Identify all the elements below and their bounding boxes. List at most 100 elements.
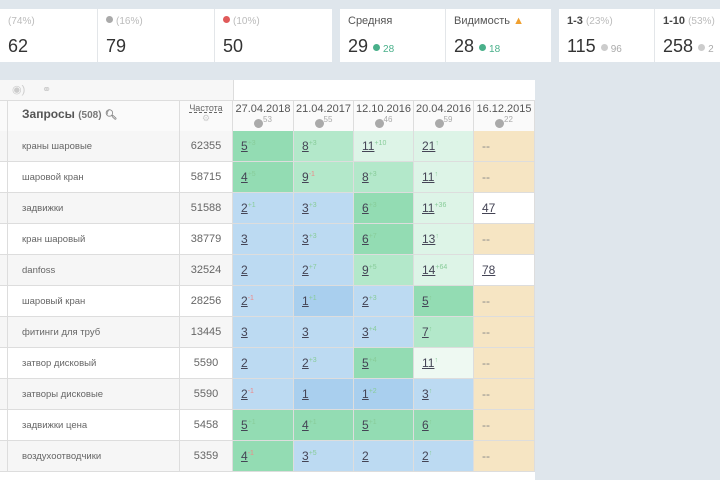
position-cell[interactable]: 47 [474,193,535,223]
date-column-header[interactable]: 16.12.2015 22 [474,101,535,131]
position-cell[interactable]: 3+3 [294,224,354,254]
position-value[interactable]: 3 [241,232,248,246]
position-cell[interactable]: 2+1 [233,193,294,223]
position-cell[interactable]: 3+4 [354,317,414,347]
position-cell[interactable]: 13↑ [414,224,474,254]
position-value[interactable]: 3 [422,387,429,401]
position-cell[interactable]: -- [474,131,535,161]
position-cell[interactable]: 2 [354,441,414,471]
position-cell[interactable]: 2↑ [414,441,474,471]
query-text[interactable]: задвижки [8,193,180,223]
position-cell[interactable]: -- [474,224,535,254]
query-text[interactable]: кран шаровый [8,224,180,254]
position-cell[interactable]: 4+1 [294,410,354,440]
position-value[interactable]: 3 [302,449,309,463]
position-cell[interactable]: 5↑ [414,286,474,316]
position-value[interactable]: 1 [302,294,309,308]
position-cell[interactable]: -- [474,379,535,409]
position-cell[interactable]: 2+3 [354,286,414,316]
query-text[interactable]: задвижки цена [8,410,180,440]
position-cell[interactable]: 5+1 [233,410,294,440]
position-value[interactable]: 11 [422,201,435,215]
position-cell[interactable]: 7↑ [414,317,474,347]
search-icon[interactable]: 🔍︎ [104,110,118,121]
position-cell[interactable]: 3+3 [294,193,354,223]
position-value[interactable]: 1 [362,387,369,401]
position-cell[interactable]: 1+1 [294,286,354,316]
position-value[interactable]: 5 [362,356,369,370]
position-cell[interactable]: 2+7 [294,255,354,285]
position-cell[interactable]: 6+3 [354,193,414,223]
position-cell[interactable]: 8+3 [354,162,414,192]
position-value[interactable]: 3 [241,325,248,339]
position-cell[interactable]: 11+36 [414,193,474,223]
position-value[interactable]: 11 [422,356,435,370]
position-cell[interactable]: 1+2 [354,379,414,409]
position-cell[interactable]: 3↑ [414,379,474,409]
position-cell[interactable]: 8+3 [294,131,354,161]
position-value[interactable]: 2 [241,387,248,401]
position-value[interactable]: 4 [302,418,309,432]
position-value[interactable]: 5 [241,418,248,432]
position-value[interactable]: 6 [362,201,369,215]
position-value[interactable]: 2 [241,294,248,308]
date-column-header[interactable]: 27.04.2018 53 [233,101,294,131]
frequency-header[interactable]: Частота ⚙ [180,101,233,131]
position-value[interactable]: 6 [422,418,429,432]
date-column-header[interactable]: 21.04.2017 55 [294,101,354,131]
position-cell[interactable]: -- [474,162,535,192]
position-cell[interactable]: 6↑ [414,410,474,440]
position-cell[interactable]: 1 [294,379,354,409]
position-value[interactable]: 78 [482,263,496,277]
position-value[interactable]: 7 [422,325,429,339]
query-text[interactable]: шаровой кран [8,162,180,192]
position-cell[interactable]: 3+5 [294,441,354,471]
position-value[interactable]: 11 [362,139,375,153]
position-value[interactable]: 1 [302,387,309,401]
query-text[interactable]: воздухоотводчики [8,441,180,471]
position-cell[interactable]: 2-1 [233,379,294,409]
position-cell[interactable]: 9+5 [354,255,414,285]
position-value[interactable]: 8 [362,170,369,184]
position-value[interactable]: 21 [422,139,436,153]
position-value[interactable]: 3 [362,325,369,339]
query-text[interactable]: затворы дисковые [8,379,180,409]
position-cell[interactable]: 4+5 [233,162,294,192]
position-cell[interactable]: 11↑ [414,162,474,192]
position-cell[interactable]: 6+7 [354,224,414,254]
position-value[interactable]: 3 [302,325,309,339]
query-text[interactable]: затвор дисковый [8,348,180,378]
link-icon[interactable]: ⚭ [42,84,52,96]
position-value[interactable]: 9 [362,263,369,277]
position-value[interactable]: 5 [362,418,369,432]
position-value[interactable]: 9 [302,170,309,184]
position-cell[interactable]: 4-1 [233,441,294,471]
position-cell[interactable]: -- [474,348,535,378]
position-cell[interactable]: 11↑ [414,348,474,378]
position-cell[interactable]: 21↑ [414,131,474,161]
position-value[interactable]: 3 [302,232,309,246]
position-value[interactable]: 2 [302,356,309,370]
position-cell[interactable]: -- [474,441,535,471]
position-value[interactable]: 2 [241,201,248,215]
position-value[interactable]: 2 [302,263,309,277]
position-value[interactable]: 4 [241,449,248,463]
position-value[interactable]: 5 [422,294,429,308]
warning-icon[interactable]: ▲ [513,15,524,27]
position-cell[interactable]: 2+3 [294,348,354,378]
position-value[interactable]: 5 [241,139,248,153]
position-cell[interactable]: 3 [233,224,294,254]
query-text[interactable]: шаровый кран [8,286,180,316]
position-cell[interactable]: 3 [294,317,354,347]
position-value[interactable]: 4 [241,170,248,184]
position-cell[interactable]: 2 [233,348,294,378]
position-cell[interactable]: 5+4 [354,348,414,378]
position-cell[interactable]: 14+64 [414,255,474,285]
position-value[interactable]: 8 [302,139,309,153]
position-value[interactable]: 2 [241,356,248,370]
position-cell[interactable]: 78 [474,255,535,285]
position-cell[interactable]: 2-1 [233,286,294,316]
position-cell[interactable]: -- [474,317,535,347]
position-value[interactable]: 14 [422,263,436,277]
date-column-header[interactable]: 20.04.2016 59 [414,101,474,131]
